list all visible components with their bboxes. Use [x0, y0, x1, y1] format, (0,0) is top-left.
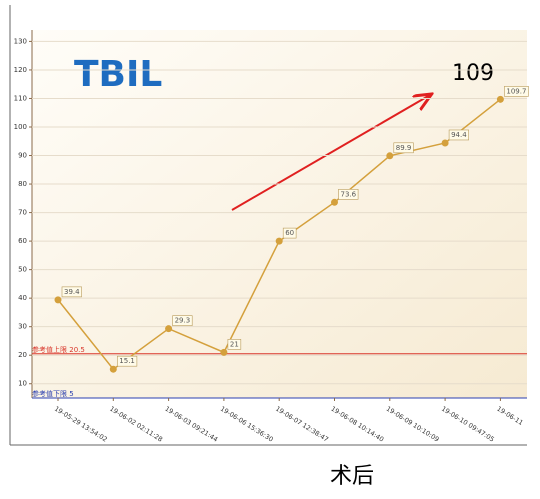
- point: [165, 325, 173, 333]
- y-tick-label: 20: [18, 351, 27, 359]
- point: [386, 152, 394, 160]
- reference-name: 参考值上限: [32, 345, 67, 354]
- y-tick-label: 40: [18, 294, 27, 302]
- plot-area: [32, 30, 527, 398]
- y-tick-label: 50: [18, 266, 27, 274]
- data-label: 109.7: [506, 87, 526, 95]
- data-label: 29.3: [175, 317, 191, 325]
- y-tick-label: 110: [14, 94, 27, 102]
- data-label: 94.4: [451, 131, 467, 139]
- x-tick-label: 19-06-07 12:38:47: [274, 405, 330, 444]
- y-tick-label: 130: [14, 37, 27, 45]
- x-tick-label: 19-06-02 02:11:28: [108, 405, 164, 444]
- point: [275, 237, 283, 245]
- x-tick-label: 19-06-06 15:36:30: [219, 405, 275, 444]
- chart-title: TBIL: [74, 54, 162, 95]
- data-label: 60: [285, 229, 294, 237]
- annotation: 术后: [330, 464, 374, 489]
- data-label-box: [172, 315, 193, 326]
- x-tick-label: 19-06-08 10:14:40: [329, 405, 385, 444]
- data-label: 15.1: [119, 357, 135, 365]
- reference-label: 参考值上限 20.5: [32, 345, 85, 354]
- data-label-box: [61, 286, 82, 298]
- x-tick-label: 19-06-09 10:10:09: [385, 405, 441, 444]
- y-tick-label: 80: [18, 180, 27, 188]
- y-tick-label: 30: [18, 323, 27, 331]
- data-label-box: [117, 355, 138, 367]
- arrow: [231, 95, 430, 211]
- point: [109, 365, 117, 373]
- annotation: 109: [452, 61, 494, 86]
- data-label-box: [338, 189, 359, 200]
- reference-value: 20.5: [69, 346, 85, 354]
- data-label-box: [393, 142, 414, 154]
- point: [441, 139, 449, 147]
- y-tick-label: 100: [14, 123, 27, 131]
- data-label-box: [448, 129, 469, 141]
- x-tick-label: 19-05-29 13:54:02: [53, 405, 109, 444]
- point: [331, 198, 338, 206]
- data-label: 39.4: [64, 288, 80, 296]
- point: [496, 95, 504, 103]
- reference-value: 5: [69, 390, 73, 398]
- data-label-box: [504, 86, 529, 97]
- data-label-box: [227, 339, 242, 350]
- data-label: 21: [230, 340, 239, 348]
- y-tick-label: 10: [18, 380, 27, 388]
- point: [54, 296, 62, 304]
- y-tick-label: 90: [18, 152, 27, 160]
- x-tick-label: 19-06-03 09:21:44: [163, 405, 219, 444]
- reference-name: 参考值下限: [32, 389, 67, 398]
- data-label: 73.6: [341, 190, 357, 198]
- y-tick-label: 60: [18, 237, 27, 245]
- data-label: 89.9: [396, 144, 412, 152]
- y-tick-label: 70: [18, 209, 27, 217]
- x-tick-label: 19-06-11: [495, 405, 524, 427]
- data-label-box: [282, 227, 297, 239]
- y-tick-label: 120: [14, 66, 27, 74]
- point: [220, 348, 228, 356]
- x-tick-label: 19-06-10 09:47:05: [440, 405, 496, 444]
- reference-label: 参考值下限 5: [32, 389, 74, 398]
